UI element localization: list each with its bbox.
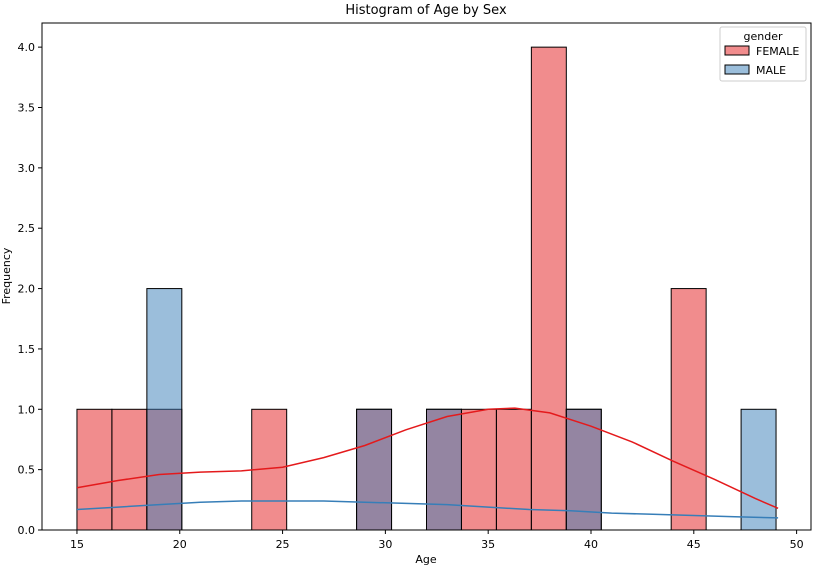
x-tick-label: 45 [687, 538, 701, 551]
bar-female-bin-17 [670, 288, 707, 531]
y-tick-label: 1.5 [18, 343, 36, 356]
chart-title: Histogram of Age by Sex [345, 3, 507, 18]
x-tick-label: 20 [173, 538, 187, 551]
x-tick-label: 40 [584, 538, 598, 551]
bar-male-bin-2 [146, 288, 183, 531]
y-tick-label: 2.5 [18, 222, 36, 235]
bar-female-bin-1 [111, 408, 148, 531]
x-tick-label: 50 [790, 538, 804, 551]
bar-male-bin-8 [356, 408, 393, 531]
y-ticks: 0.0 0.5 1.0 1.5 2.0 2.5 3.0 3.5 4.0 [18, 41, 42, 537]
y-tick-label: 0.0 [18, 524, 36, 537]
kde-layer [76, 407, 779, 519]
y-tick-label: 3.5 [18, 102, 36, 115]
x-tick-label: 35 [481, 538, 495, 551]
legend-label-male: MALE [756, 64, 786, 77]
y-tick-label: 4.0 [18, 41, 36, 54]
legend-swatch-male [724, 64, 750, 75]
bar-female-bin-11 [460, 408, 497, 531]
x-tick-label: 30 [378, 538, 392, 551]
y-axis-label: Frequency [0, 247, 13, 304]
bar-male-bin-10 [426, 408, 462, 531]
legend-label-female: FEMALE [756, 45, 799, 58]
kde-line-female [76, 407, 779, 509]
legend: gender FEMALE MALE [719, 26, 807, 82]
y-tick-label: 3.0 [18, 162, 36, 175]
x-tick-label: 15 [70, 538, 84, 551]
x-ticks: 15 20 25 30 35 40 45 50 [70, 530, 804, 551]
bars-layer [76, 46, 777, 531]
y-tick-label: 1.0 [18, 403, 36, 416]
y-tick-label: 0.5 [18, 464, 36, 477]
x-tick-label: 25 [276, 538, 290, 551]
x-axis-label: Age [415, 553, 437, 566]
legend-title: gender [744, 30, 783, 43]
legend-swatch-female [724, 45, 750, 56]
bar-female-bin-12 [495, 408, 532, 531]
y-tick-label: 2.0 [18, 283, 36, 296]
bar-male-bin-19 [740, 408, 777, 531]
axes-frame [41, 22, 812, 531]
kde-line-male [76, 500, 779, 519]
bar-female-bin-13 [530, 46, 567, 531]
bar-female-bin-0 [76, 408, 113, 531]
bar-male-bin-14 [565, 408, 602, 531]
